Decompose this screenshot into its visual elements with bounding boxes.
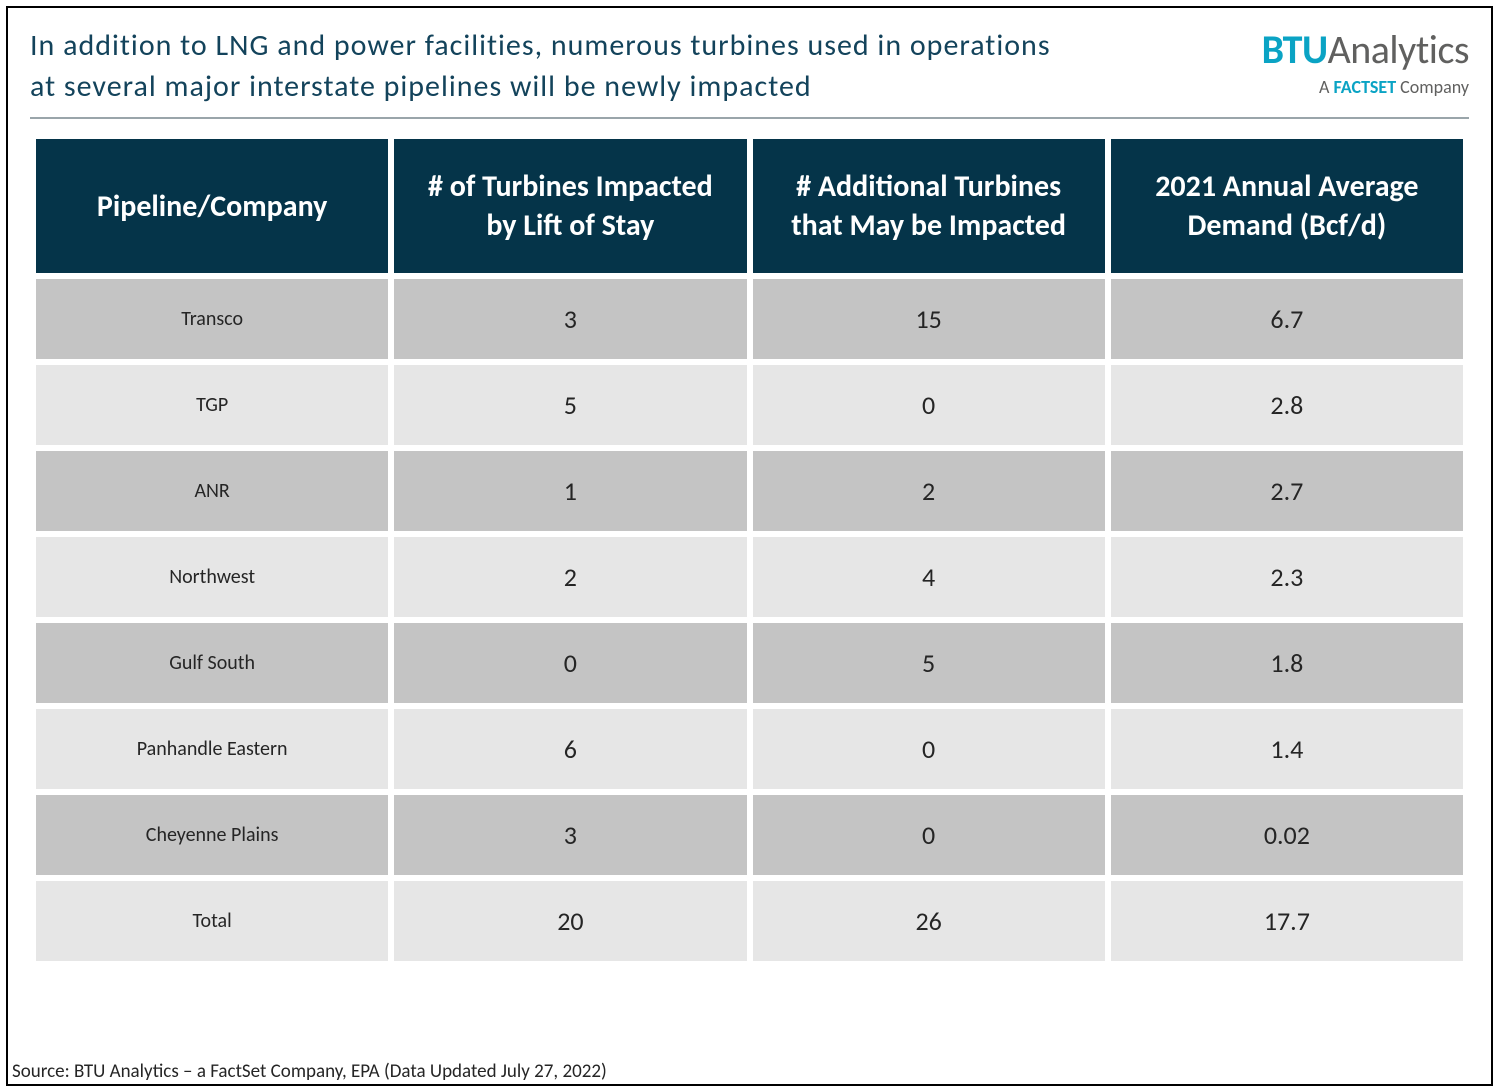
cell-name: Northwest (36, 537, 388, 617)
table-header-row: Pipeline/Company # of Turbines Impacted … (36, 139, 1463, 273)
cell-name: ANR (36, 451, 388, 531)
table-row: TGP 5 0 2.8 (36, 365, 1463, 445)
table-body: Transco 3 15 6.7 TGP 5 0 2.8 ANR 1 2 2.7… (36, 279, 1463, 961)
cell-name: TGP (36, 365, 388, 445)
cell-demand: 2.7 (1111, 451, 1463, 531)
cell-demand: 0.02 (1111, 795, 1463, 875)
cell-additional: 2 (753, 451, 1105, 531)
col-impacted: # of Turbines Impacted by Lift of Stay (394, 139, 746, 273)
logo-analytics: Analytics (1328, 25, 1469, 74)
table-row: Northwest 2 4 2.3 (36, 537, 1463, 617)
cell-impacted: 3 (394, 279, 746, 359)
cell-name: Total (36, 881, 388, 961)
cell-impacted: 0 (394, 623, 746, 703)
cell-additional: 0 (753, 709, 1105, 789)
header-row: In addition to LNG and power facilities,… (30, 26, 1469, 107)
header-divider (30, 117, 1469, 119)
cell-demand: 2.8 (1111, 365, 1463, 445)
col-demand: 2021 Annual Average Demand (Bcf/d) (1111, 139, 1463, 273)
cell-impacted: 6 (394, 709, 746, 789)
cell-additional: 15 (753, 279, 1105, 359)
cell-impacted: 20 (394, 881, 746, 961)
table-row-total: Total 20 26 17.7 (36, 881, 1463, 961)
cell-name: Transco (36, 279, 388, 359)
table-row: Transco 3 15 6.7 (36, 279, 1463, 359)
turbines-table: Pipeline/Company # of Turbines Impacted … (30, 133, 1469, 967)
cell-impacted: 1 (394, 451, 746, 531)
col-pipeline: Pipeline/Company (36, 139, 388, 273)
table-row: Cheyenne Plains 3 0 0.02 (36, 795, 1463, 875)
logo-subline: A FACTSET Company (1319, 76, 1469, 98)
cell-additional: 4 (753, 537, 1105, 617)
cell-demand: 2.3 (1111, 537, 1463, 617)
cell-additional: 0 (753, 795, 1105, 875)
cell-impacted: 5 (394, 365, 746, 445)
logo-sub-prefix: A (1319, 76, 1333, 98)
cell-demand: 1.8 (1111, 623, 1463, 703)
cell-impacted: 3 (394, 795, 746, 875)
cell-name: Gulf South (36, 623, 388, 703)
logo-sub-suffix: Company (1396, 76, 1469, 98)
cell-impacted: 2 (394, 537, 746, 617)
cell-additional: 5 (753, 623, 1105, 703)
logo-main: BTUAnalytics (1262, 30, 1469, 70)
logo-factset: FACTSET (1334, 76, 1397, 98)
table-header: Pipeline/Company # of Turbines Impacted … (36, 139, 1463, 273)
cell-demand: 1.4 (1111, 709, 1463, 789)
col-additional: # Additional Turbines that May be Impact… (753, 139, 1105, 273)
btu-analytics-logo: BTUAnalytics A FACTSET Company (1262, 26, 1469, 98)
source-footnote: Source: BTU Analytics – a FactSet Compan… (12, 1060, 607, 1083)
cell-demand: 17.7 (1111, 881, 1463, 961)
table-row: ANR 1 2 2.7 (36, 451, 1463, 531)
slide-title: In addition to LNG and power facilities,… (30, 26, 1060, 107)
cell-name: Panhandle Eastern (36, 709, 388, 789)
table-row: Panhandle Eastern 6 0 1.4 (36, 709, 1463, 789)
cell-name: Cheyenne Plains (36, 795, 388, 875)
slide-frame: In addition to LNG and power facilities,… (6, 6, 1493, 1086)
table-row: Gulf South 0 5 1.8 (36, 623, 1463, 703)
cell-additional: 26 (753, 881, 1105, 961)
logo-btu: BTU (1262, 25, 1328, 74)
cell-demand: 6.7 (1111, 279, 1463, 359)
cell-additional: 0 (753, 365, 1105, 445)
